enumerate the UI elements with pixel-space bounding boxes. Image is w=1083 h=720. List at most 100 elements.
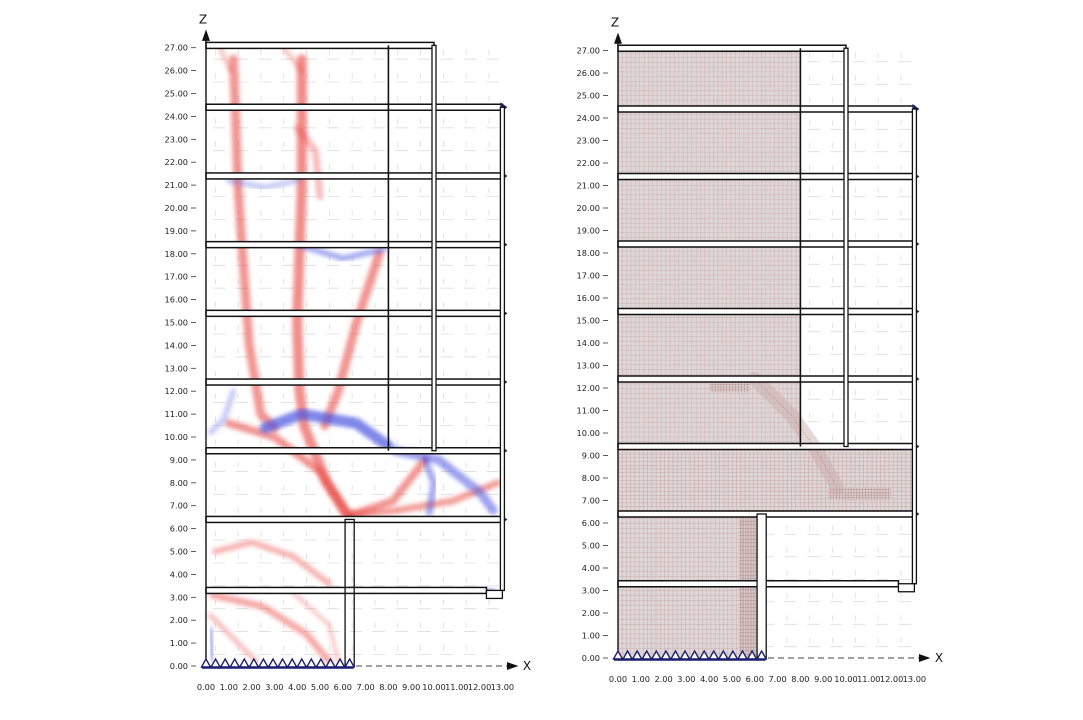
z-tick-label: 27.00 bbox=[165, 43, 188, 53]
x-tick-label: 13.00 bbox=[903, 674, 926, 684]
z-tick-label: 2.00 bbox=[170, 615, 188, 625]
support-triangle bbox=[641, 649, 653, 660]
grid-mark bbox=[463, 416, 477, 426]
support-triangle bbox=[219, 657, 231, 668]
grid-mark bbox=[486, 118, 499, 129]
tension-tie bbox=[288, 588, 341, 664]
transfer-column bbox=[756, 513, 767, 659]
grid-mark bbox=[852, 345, 866, 355]
grid-mark bbox=[258, 645, 271, 655]
support-triangle bbox=[267, 657, 279, 668]
grid-mark bbox=[486, 210, 499, 220]
grid-mark bbox=[898, 412, 911, 423]
grid-mark bbox=[395, 278, 408, 289]
grid-mark bbox=[807, 615, 820, 625]
grid-mark bbox=[258, 530, 271, 541]
x-tick-label: 11.00 bbox=[445, 682, 468, 692]
grid-mark bbox=[486, 645, 499, 655]
z-tick-label: 12.00 bbox=[577, 383, 600, 393]
grid-mark bbox=[258, 347, 271, 358]
support-triangle bbox=[229, 657, 241, 668]
grid-mark bbox=[898, 142, 911, 153]
grid-mark bbox=[326, 210, 340, 220]
left-panel-stress-field: ZX 0.001.002.003.004.005.006.007.008.009… bbox=[165, 12, 532, 692]
grid-mark bbox=[875, 570, 889, 580]
floor-slab bbox=[205, 309, 504, 318]
grid-mark bbox=[212, 553, 226, 564]
grid-mark bbox=[326, 187, 340, 197]
grid-mark bbox=[486, 416, 499, 426]
grid-mark bbox=[304, 576, 317, 587]
right-structure-frame bbox=[617, 44, 920, 659]
floor-slab bbox=[617, 105, 916, 113]
floor-slab bbox=[617, 240, 916, 248]
grid-mark bbox=[852, 615, 866, 625]
grid-mark bbox=[486, 141, 499, 152]
grid-mark bbox=[395, 645, 408, 655]
grid-mark bbox=[463, 599, 477, 610]
facade-column bbox=[911, 108, 918, 585]
grid-mark bbox=[349, 210, 363, 220]
x-tick-label: 2.00 bbox=[654, 674, 672, 684]
z-tick-label: 19.00 bbox=[577, 226, 600, 236]
grid-mark bbox=[807, 412, 820, 423]
grid-mark bbox=[258, 324, 271, 335]
x-tick-label: 1.00 bbox=[632, 674, 650, 684]
support-triangle bbox=[755, 649, 768, 660]
z-tick-label: 18.00 bbox=[165, 249, 188, 259]
grid-mark bbox=[875, 120, 889, 130]
grid-mark bbox=[395, 553, 408, 564]
grid-mark bbox=[463, 393, 477, 403]
grid-mark bbox=[258, 256, 271, 266]
z-tick-label: 6.00 bbox=[582, 518, 600, 528]
grid-mark bbox=[395, 72, 408, 83]
grid-mark bbox=[463, 553, 477, 564]
x-tick-label: 0.00 bbox=[609, 674, 627, 684]
grid-mark bbox=[807, 75, 820, 85]
support-triangle bbox=[698, 649, 710, 660]
support-triangle bbox=[257, 657, 270, 668]
tension-tie bbox=[293, 124, 324, 201]
grid-mark bbox=[440, 416, 454, 426]
grid-mark bbox=[486, 278, 499, 289]
grid-mark bbox=[326, 530, 340, 541]
grid-mark bbox=[898, 120, 911, 130]
z-axis-label: Z bbox=[611, 16, 619, 30]
grid-mark bbox=[304, 210, 317, 220]
column-x10 bbox=[431, 44, 437, 452]
z-tick-label: 1.00 bbox=[170, 638, 188, 648]
grid-mark bbox=[463, 278, 477, 289]
z-axis-arrow bbox=[202, 29, 210, 41]
grid-mark bbox=[463, 622, 477, 632]
z-tick-label: 26.00 bbox=[165, 66, 188, 76]
grid-mark bbox=[281, 210, 294, 220]
support-triangle bbox=[727, 649, 739, 660]
grid-mark bbox=[418, 72, 431, 83]
grid-mark bbox=[898, 52, 911, 63]
grid-mark bbox=[258, 141, 271, 152]
grid-mark bbox=[486, 324, 499, 335]
grid-mark bbox=[875, 390, 889, 400]
support-triangle bbox=[286, 657, 298, 668]
grid-mark bbox=[440, 599, 454, 610]
grid-mark bbox=[349, 393, 363, 403]
grid-mark bbox=[418, 278, 431, 289]
z-tick-label: 6.00 bbox=[170, 524, 188, 534]
grid-mark bbox=[304, 278, 317, 289]
grid-mark bbox=[418, 49, 431, 60]
grid-mark bbox=[418, 347, 431, 358]
z-tick-label: 5.00 bbox=[582, 541, 600, 551]
grid-mark bbox=[898, 637, 911, 648]
z-tick-label: 11.00 bbox=[165, 409, 188, 419]
grid-mark bbox=[281, 462, 294, 472]
grid-mark bbox=[784, 547, 797, 558]
tension-tie bbox=[209, 591, 333, 665]
support-triangle bbox=[200, 657, 212, 668]
grid-mark bbox=[830, 210, 843, 220]
grid-mark bbox=[830, 390, 843, 400]
grid-mark bbox=[258, 118, 271, 129]
cantilever-lip bbox=[485, 589, 504, 600]
grid-mark bbox=[372, 118, 385, 129]
mesh-diagonal-strut bbox=[747, 372, 844, 494]
grid-mark bbox=[463, 187, 477, 197]
